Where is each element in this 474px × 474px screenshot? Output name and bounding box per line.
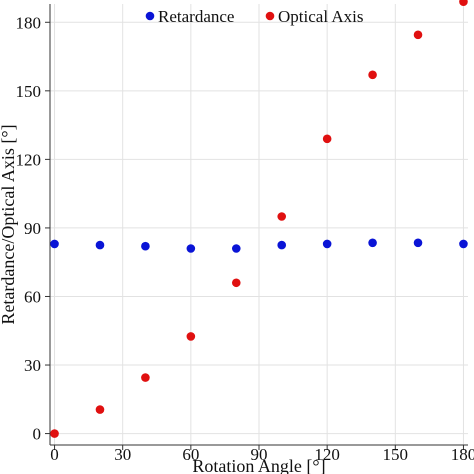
y-tick-label: 30 bbox=[24, 356, 41, 375]
x-tick-label: 180 bbox=[451, 445, 474, 464]
x-ticks: 0 30 60 90 120 150 180 bbox=[50, 445, 474, 464]
y-ticks: 0 30 60 90 120 150 180 bbox=[16, 13, 50, 444]
legend-label-optical-axis: Optical Axis bbox=[278, 7, 363, 26]
point-retardance bbox=[231, 244, 241, 253]
y-tick-label: 0 bbox=[33, 425, 42, 444]
point-retardance bbox=[141, 241, 150, 251]
point-retardance bbox=[368, 238, 377, 248]
point-optical-axis bbox=[50, 429, 59, 438]
y-tick-label: 120 bbox=[16, 150, 42, 169]
point-optical-axis bbox=[322, 134, 332, 144]
point-optical-axis bbox=[459, 0, 468, 7]
point-retardance bbox=[459, 239, 468, 249]
point-retardance bbox=[186, 244, 196, 253]
y-tick-label: 150 bbox=[16, 82, 42, 101]
legend: Retardance Optical Axis bbox=[145, 7, 363, 26]
point-optical-axis bbox=[368, 70, 377, 80]
x-axis-title: Rotation Angle [°] bbox=[192, 456, 325, 474]
x-tick-label: 0 bbox=[50, 445, 59, 464]
point-optical-axis bbox=[95, 405, 105, 414]
y-axis-title: Retardance/Optical Axis [°] bbox=[0, 124, 18, 324]
point-retardance bbox=[322, 239, 332, 249]
point-retardance bbox=[95, 240, 105, 250]
point-optical-axis bbox=[413, 30, 423, 40]
x-tick-label: 60 bbox=[182, 445, 199, 464]
grid bbox=[50, 4, 468, 445]
point-retardance bbox=[277, 240, 287, 250]
y-tick-label: 90 bbox=[24, 219, 41, 238]
legend-label-retardance: Retardance bbox=[158, 7, 234, 26]
y-tick-label: 180 bbox=[16, 13, 42, 32]
point-optical-axis bbox=[277, 212, 287, 221]
point-optical-axis bbox=[231, 278, 241, 288]
legend-marker-retardance bbox=[145, 11, 155, 21]
point-optical-axis bbox=[186, 332, 196, 341]
x-tick-label: 30 bbox=[114, 445, 131, 464]
point-optical-axis bbox=[141, 373, 150, 382]
point-retardance bbox=[413, 238, 423, 248]
x-tick-label: 120 bbox=[314, 445, 340, 464]
x-tick-label: 90 bbox=[251, 445, 268, 464]
data-points bbox=[50, 0, 468, 438]
legend-marker-optical-axis bbox=[265, 11, 275, 21]
point-retardance bbox=[50, 239, 59, 249]
x-tick-label: 150 bbox=[383, 445, 409, 464]
y-tick-label: 60 bbox=[24, 287, 41, 306]
